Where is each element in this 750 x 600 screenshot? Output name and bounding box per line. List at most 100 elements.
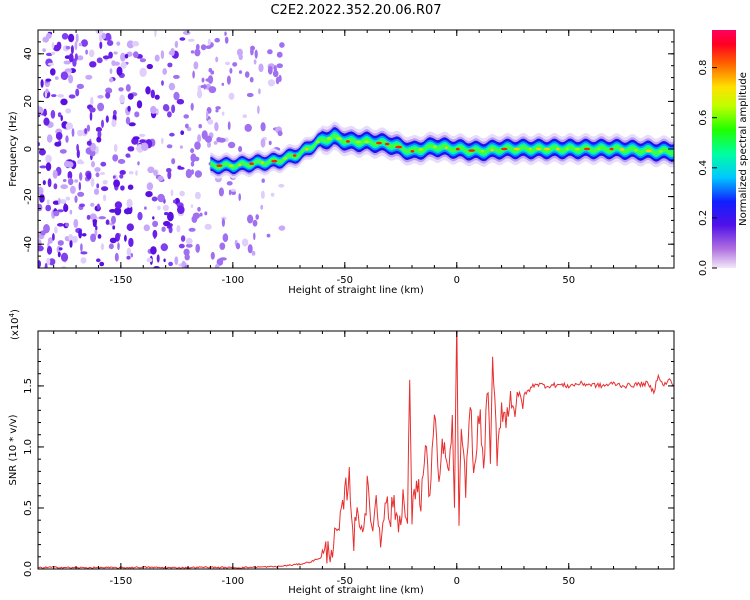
noise-speckle [99, 261, 105, 267]
noise-speckle [111, 215, 116, 225]
noise-speckle [268, 140, 272, 146]
noise-speckle [108, 243, 114, 250]
noise-speckle [68, 74, 74, 84]
noise-speckle [101, 32, 106, 40]
noise-speckle [70, 185, 76, 194]
noise-speckle [74, 195, 78, 203]
noise-speckle [249, 76, 254, 83]
noise-speckle [53, 44, 61, 52]
noise-speckle [86, 214, 91, 220]
noise-speckle [111, 119, 117, 127]
noise-speckle [152, 229, 158, 239]
noise-speckle [65, 122, 74, 130]
spectrogram-ytick-label: 0 [23, 146, 34, 152]
noise-speckle [227, 141, 236, 149]
noise-speckle [173, 74, 180, 79]
noise-speckle [176, 225, 181, 233]
ridge-hotspot [528, 147, 532, 151]
noise-speckle [45, 204, 52, 212]
noise-speckle [95, 146, 99, 155]
noise-speckle [171, 158, 176, 165]
noise-speckle [126, 247, 132, 256]
noise-speckle [126, 198, 133, 208]
noise-speckle [179, 190, 185, 197]
noise-speckle [157, 175, 164, 182]
noise-speckle [162, 68, 167, 75]
noise-speckle [89, 49, 95, 58]
noise-speckle [80, 257, 87, 264]
noise-speckle [139, 133, 146, 137]
noise-speckle [277, 130, 283, 137]
spectrogram-xlabel: Height of straight line (km) [288, 285, 424, 296]
ridge-hotspot [395, 145, 403, 149]
noise-speckle [221, 82, 225, 86]
noise-speckle [91, 161, 95, 168]
snr-ytick-label: 1.5 [23, 378, 34, 394]
noise-speckle [109, 68, 113, 74]
snr-xtick-label: -100 [221, 576, 244, 587]
noise-speckle [160, 50, 165, 60]
noise-speckle [102, 180, 108, 185]
noise-speckle [162, 204, 169, 211]
noise-speckle [105, 92, 111, 99]
colorbar-tick-label: 0.8 [698, 60, 709, 76]
colorbar-tick-label: 0.0 [698, 260, 709, 276]
noise-speckle [52, 233, 55, 241]
noise-speckle [154, 54, 160, 62]
noise-speckle [151, 196, 158, 202]
noise-speckle [161, 226, 166, 232]
noise-speckle [167, 170, 172, 180]
noise-speckle [221, 111, 225, 116]
noise-speckle [118, 87, 124, 92]
noise-speckle [60, 252, 69, 262]
noise-speckle [224, 31, 227, 36]
noise-speckle [51, 51, 56, 55]
noise-speckle [183, 248, 190, 256]
noise-speckle [171, 104, 176, 114]
noise-speckle [68, 53, 74, 63]
ridge-hotspot [501, 147, 508, 151]
noise-speckle [187, 38, 195, 42]
noise-speckle [279, 42, 285, 48]
noise-speckle [109, 209, 117, 213]
noise-speckle [194, 141, 201, 150]
ridge-hotspot [305, 148, 309, 151]
noise-speckle [267, 65, 273, 75]
noise-speckle [127, 184, 134, 190]
noise-speckle [42, 180, 46, 186]
noise-speckle [74, 53, 78, 61]
noise-speckle [185, 243, 193, 248]
noise-speckle [112, 225, 116, 230]
noise-speckle [47, 178, 52, 188]
noise-speckle [113, 109, 117, 116]
noise-speckle [166, 225, 172, 229]
noise-speckle [120, 61, 127, 69]
noise-speckle [79, 203, 85, 208]
ridge-hotspot [583, 147, 591, 151]
noise-speckle [69, 239, 73, 248]
noise-speckle [116, 41, 121, 46]
snr-exponent-base: (x10 [10, 317, 21, 340]
ridge-hotspot [659, 150, 663, 153]
noise-speckle [54, 141, 62, 147]
noise-speckle [134, 111, 140, 118]
noise-speckle-layer [38, 30, 286, 268]
noise-speckle [227, 121, 231, 130]
noise-speckle [224, 36, 229, 44]
noise-speckle [42, 48, 46, 53]
noise-speckle [260, 190, 265, 199]
noise-speckle [65, 45, 71, 50]
noise-speckle [116, 66, 123, 76]
ridge-hotspot [271, 159, 278, 163]
noise-speckle [57, 209, 64, 213]
snr-ylabel: SNR (10 * v/v) [8, 414, 19, 485]
noise-speckle [143, 224, 150, 232]
noise-speckle [57, 223, 64, 227]
ridge-hotspot [480, 149, 484, 153]
noise-speckle [152, 220, 159, 228]
noise-speckle [71, 128, 75, 137]
noise-speckle [43, 117, 50, 126]
ridge-hotspot [384, 142, 390, 146]
colorbar-label: Normalized spectral amplitude [738, 72, 749, 226]
